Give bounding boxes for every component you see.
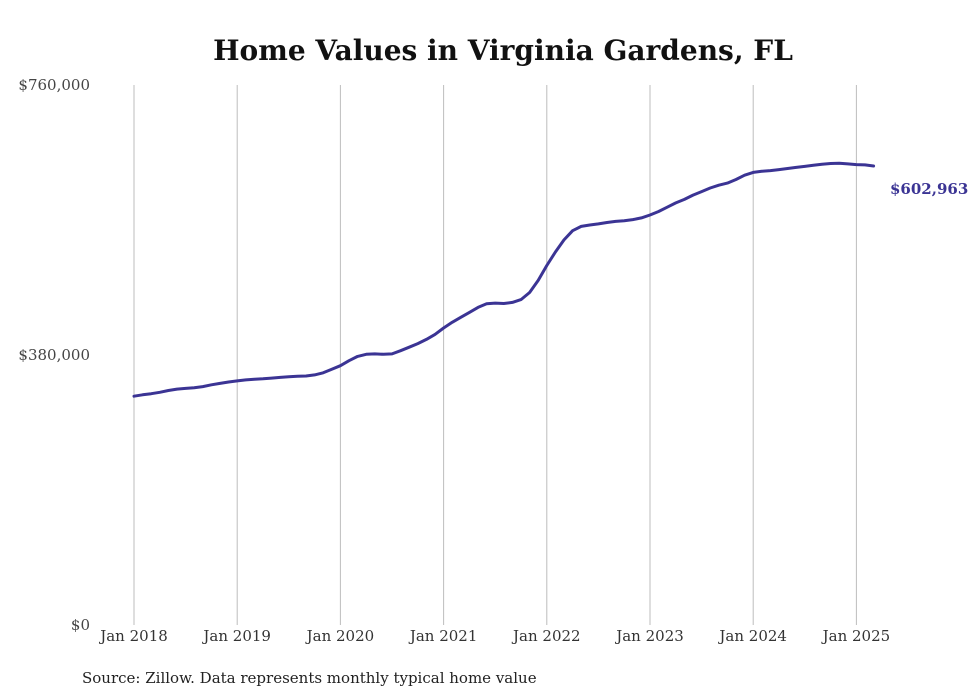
x-tick-label: Jan 2020: [305, 627, 375, 645]
x-tick-label: Jan 2025: [821, 627, 891, 645]
chart-title: Home Values in Virginia Gardens, FL: [213, 34, 793, 67]
x-tick-label: Jan 2024: [717, 627, 787, 645]
x-axis-ticks: Jan 2018 Jan 2019 Jan 2020 Jan 2021 Jan 2022…: [98, 627, 890, 645]
y-tick-label: $380,000: [18, 346, 90, 364]
x-tick-label: Jan 2018: [98, 627, 168, 645]
x-tick-label: Jan 2019: [201, 627, 271, 645]
y-tick-label: $760,000: [18, 76, 90, 94]
x-tick-label: Jan 2021: [408, 627, 478, 645]
gridlines: [133, 85, 857, 625]
y-tick-label: $0: [71, 616, 90, 634]
x-tick-label: Jan 2022: [511, 627, 581, 645]
y-axis-ticks: $0 $380,000 $760,000: [18, 76, 90, 634]
source-note: Source: Zillow. Data represents monthly …: [82, 669, 537, 687]
end-value-label: $602,963: [890, 180, 968, 198]
series-line: [132, 161, 876, 398]
x-tick-label: Jan 2023: [614, 627, 684, 645]
